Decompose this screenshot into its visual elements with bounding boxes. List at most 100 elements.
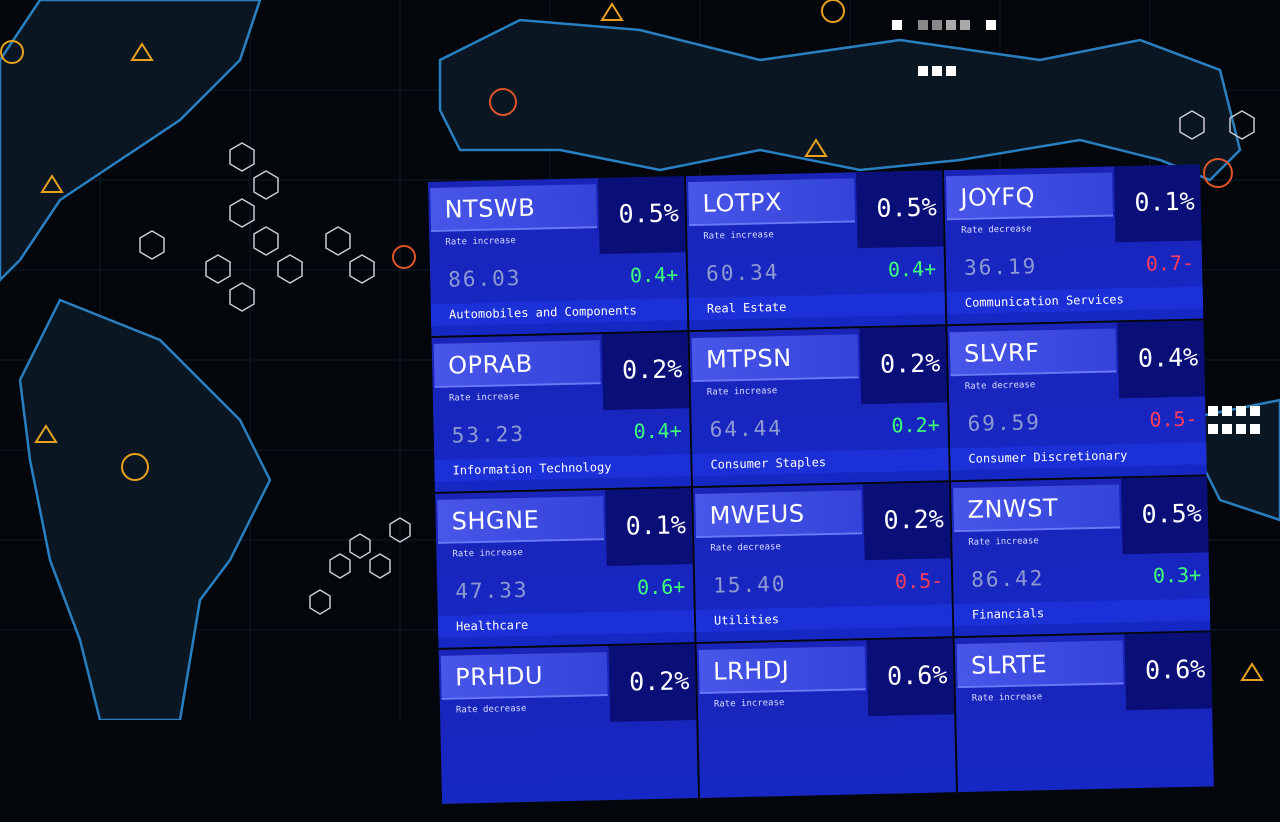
percent-box: 0.1%: [1113, 164, 1202, 243]
ticker-header: MWEUS: [695, 490, 863, 539]
sector-label: Automobiles and Components: [430, 298, 688, 326]
rate-direction: Rate decrease: [961, 224, 1032, 236]
ticker-symbol: MWEUS: [709, 499, 805, 530]
price: 53.23: [451, 421, 526, 448]
ticker-symbol: OPRAB: [447, 349, 533, 380]
ticker-symbol: LRHDJ: [712, 655, 790, 686]
percent-value: 0.5%: [618, 198, 680, 229]
price: 86.42: [970, 566, 1045, 592]
change: 0.5-: [894, 568, 944, 594]
percent-box: 0.6%: [866, 638, 955, 717]
stock-tile: NTSWB 0.5% Rate increase 86.03 0.4+ Automobil…: [428, 176, 688, 336]
stock-tile: MWEUS 0.2% Rate decrease 15.40 0.5- Utilities: [693, 482, 953, 643]
change: 0.5-: [1149, 406, 1198, 432]
price: 36.19: [963, 254, 1038, 280]
stock-tile: OPRAB 0.2% Rate increase 53.23 0.4+ Informati…: [431, 332, 691, 492]
change: 0.4+: [629, 262, 679, 288]
rate-direction: Rate decrease: [710, 542, 781, 554]
percent-value: 0.6%: [886, 660, 948, 691]
percent-value: 0.2%: [879, 348, 941, 379]
ticker-symbol: ZNWST: [967, 493, 1059, 524]
ticker-header: MTPSN: [691, 334, 859, 383]
percent-box: 0.1%: [605, 488, 693, 567]
change: 0.2+: [891, 412, 940, 438]
stock-tile: SLRTE 0.6% Rate increase: [954, 632, 1214, 793]
sector-label: Healthcare: [437, 610, 695, 638]
stock-tile: LRHDJ 0.6% Rate increase: [696, 638, 956, 798]
change: 0.4+: [887, 256, 937, 282]
rate-direction: Rate increase: [968, 536, 1039, 548]
ticker-symbol: NTSWB: [444, 193, 536, 224]
ticker-symbol: MTPSN: [705, 343, 792, 374]
percent-value: 0.1%: [1134, 186, 1195, 217]
percent-box: 0.2%: [601, 332, 690, 411]
percent-box: 0.2%: [862, 482, 951, 561]
percent-value: 0.1%: [625, 510, 687, 541]
rate-direction: Rate increase: [448, 391, 520, 404]
ticker-header: ZNWST: [953, 484, 1121, 533]
change: 0.6+: [636, 574, 686, 600]
price: 60.34: [705, 260, 780, 286]
price: 64.44: [709, 416, 784, 442]
stock-tile: SLVRF 0.4% Rate decrease 69.59 0.5- Consumer …: [947, 320, 1207, 481]
percent-value: 0.2%: [628, 666, 690, 697]
ticker-header: LOTPX: [688, 178, 856, 227]
ticker-header: LRHDJ: [698, 646, 866, 694]
percent-value: 0.2%: [621, 354, 683, 385]
ticker-header: NTSWB: [430, 184, 598, 232]
sector-label: Consumer Staples: [692, 448, 949, 477]
change: 0.3+: [1152, 562, 1202, 588]
stock-tile: LOTPX 0.5% Rate increase 60.34 0.4+ Real Esta…: [685, 170, 946, 331]
rate-direction: Rate decrease: [455, 703, 527, 716]
stock-tile: JOYFQ 0.1% Rate decrease 36.19 0.7- Communica…: [943, 164, 1204, 325]
stock-tile: SHGNE 0.1% Rate increase 47.33 0.6+ Healthcar…: [435, 488, 695, 648]
percent-box: 0.5%: [855, 170, 944, 249]
sector-label: Real Estate: [688, 292, 946, 321]
ticker-symbol: JOYFQ: [960, 182, 1036, 212]
ticker-board: NTSWB 0.5% Rate increase 86.03 0.4+ Automobil…: [428, 164, 1222, 822]
percent-value: 0.5%: [1141, 498, 1203, 529]
rate-direction: Rate increase: [713, 698, 785, 710]
sector-label: Consumer Discretionary: [950, 442, 1207, 471]
sector-label: Utilities: [695, 604, 953, 633]
price: 86.03: [447, 265, 522, 292]
rate-direction: Rate increase: [445, 236, 516, 248]
change: 0.7-: [1145, 250, 1195, 276]
ticker-symbol: LOTPX: [702, 187, 783, 218]
ticker-header: OPRAB: [433, 340, 601, 388]
stock-tile: MTPSN 0.2% Rate increase 64.44 0.2+ Consumer …: [689, 326, 949, 487]
price: 47.33: [455, 577, 529, 604]
percent-box: 0.6%: [1124, 632, 1213, 711]
percent-box: 0.2%: [608, 644, 697, 723]
change: 0.4+: [633, 418, 682, 444]
percent-value: 0.2%: [883, 504, 945, 535]
ticker-header: SLRTE: [956, 640, 1124, 689]
rate-direction: Rate increase: [703, 230, 774, 242]
percent-box: 0.4%: [1117, 320, 1206, 399]
rate-direction: Rate increase: [971, 692, 1043, 704]
ticker-symbol: SLVRF: [963, 338, 1040, 368]
page: NTSWB 0.5% Rate increase 86.03 0.4+ Automobil…: [0, 0, 1280, 804]
rate-direction: Rate increase: [452, 547, 524, 560]
ticker-symbol: SLRTE: [970, 650, 1048, 680]
percent-value: 0.5%: [876, 192, 938, 223]
price: 69.59: [967, 410, 1042, 436]
percent-box: 0.2%: [859, 326, 948, 405]
sector-label: Financials: [953, 598, 1211, 627]
sector-label: Information Technology: [434, 454, 691, 482]
ticker-header: PRHDU: [440, 652, 608, 700]
sector-label: Communication Services: [946, 286, 1204, 315]
ticker-symbol: SHGNE: [451, 505, 540, 536]
stock-tile: ZNWST 0.5% Rate increase 86.42 0.3+ Financial…: [950, 476, 1211, 637]
ticker-symbol: PRHDU: [454, 661, 544, 692]
stock-tile: PRHDU 0.2% Rate decrease: [438, 644, 699, 804]
percent-box: 0.5%: [597, 176, 686, 255]
percent-value: 0.6%: [1144, 654, 1206, 685]
rate-direction: Rate decrease: [964, 380, 1036, 392]
ticker-header: SHGNE: [437, 496, 605, 544]
rate-direction: Rate increase: [706, 386, 778, 398]
percent-box: 0.5%: [1120, 476, 1209, 555]
ticker-header: SLVRF: [949, 328, 1117, 377]
ticker-header: JOYFQ: [946, 172, 1113, 221]
percent-value: 0.4%: [1137, 342, 1199, 373]
